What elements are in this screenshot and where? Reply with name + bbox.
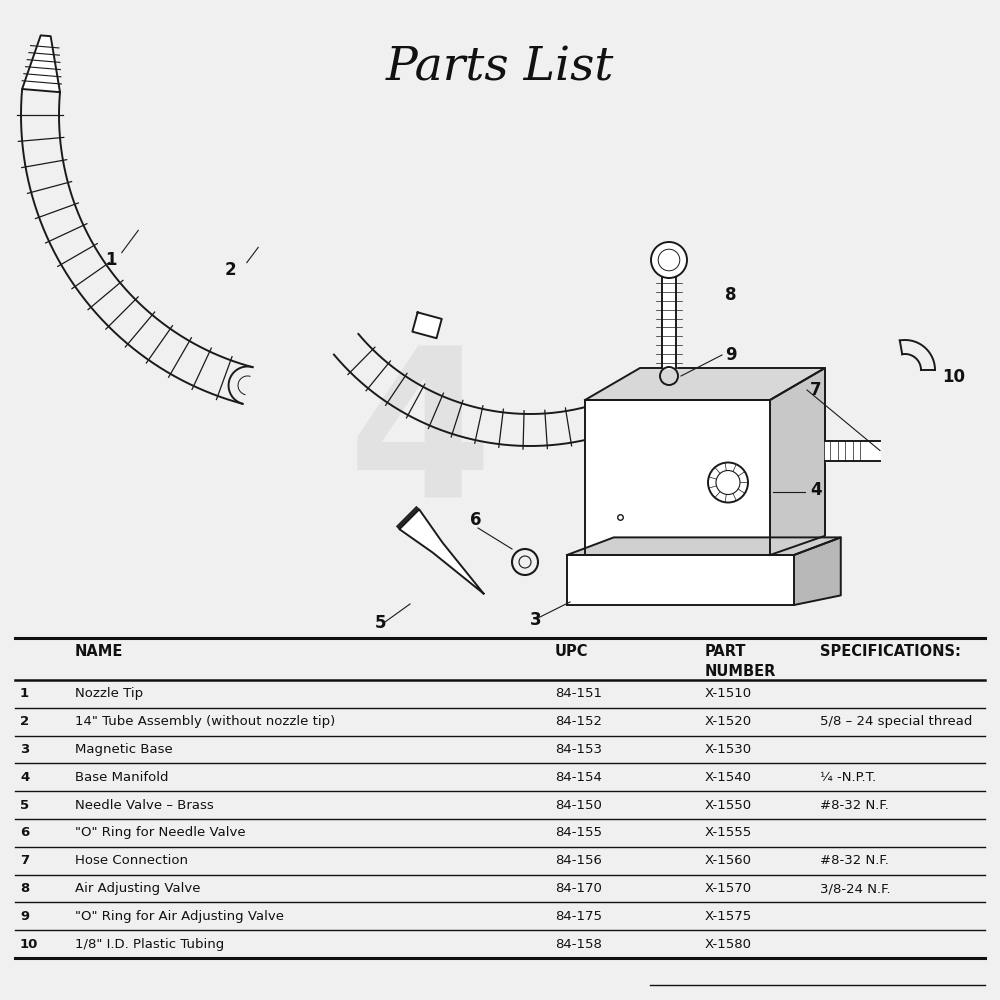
Text: 4: 4 <box>810 481 822 499</box>
Text: 4: 4 <box>348 339 492 541</box>
Text: 84-175: 84-175 <box>555 910 602 923</box>
Text: X-1555: X-1555 <box>705 826 752 839</box>
Text: 10: 10 <box>20 938 38 951</box>
Text: 5: 5 <box>20 799 29 812</box>
Text: 1: 1 <box>20 687 29 700</box>
Text: 84-153: 84-153 <box>555 743 602 756</box>
Polygon shape <box>399 509 484 594</box>
Text: Parts List: Parts List <box>386 45 614 90</box>
Text: "O" Ring for Needle Valve: "O" Ring for Needle Valve <box>75 826 246 839</box>
Text: 5/8 – 24 special thread: 5/8 – 24 special thread <box>820 715 972 728</box>
Text: X-1550: X-1550 <box>705 799 752 812</box>
Text: #8-32 N.F.: #8-32 N.F. <box>820 854 889 867</box>
Polygon shape <box>585 368 825 400</box>
Polygon shape <box>662 278 676 368</box>
Polygon shape <box>567 537 841 555</box>
Text: 8: 8 <box>725 286 736 304</box>
Text: X-1540: X-1540 <box>705 771 752 784</box>
Text: X-1510: X-1510 <box>705 687 752 700</box>
Polygon shape <box>585 400 770 555</box>
Text: Needle Valve – Brass: Needle Valve – Brass <box>75 799 214 812</box>
Text: 14" Tube Assembly (without nozzle tip): 14" Tube Assembly (without nozzle tip) <box>75 715 335 728</box>
Text: 3/8-24 N.F.: 3/8-24 N.F. <box>820 882 891 895</box>
Polygon shape <box>22 35 60 92</box>
Text: X-1580: X-1580 <box>705 938 752 951</box>
Text: "O" Ring for Air Adjusting Valve: "O" Ring for Air Adjusting Valve <box>75 910 284 923</box>
Text: X-1530: X-1530 <box>705 743 752 756</box>
Text: X-1520: X-1520 <box>705 715 752 728</box>
Text: 4: 4 <box>20 771 29 784</box>
Polygon shape <box>794 537 841 605</box>
Text: 6: 6 <box>470 511 482 529</box>
Text: 84-152: 84-152 <box>555 715 602 728</box>
Text: 84-151: 84-151 <box>555 687 602 700</box>
Polygon shape <box>412 312 442 338</box>
Text: 8: 8 <box>20 882 29 895</box>
Text: 7: 7 <box>20 854 29 867</box>
Text: SPECIFICATIONS:: SPECIFICATIONS: <box>820 644 961 659</box>
Text: Air Adjusting Valve: Air Adjusting Valve <box>75 882 200 895</box>
Text: X-1560: X-1560 <box>705 854 752 867</box>
Text: 3: 3 <box>20 743 29 756</box>
Text: X-1575: X-1575 <box>705 910 752 923</box>
Polygon shape <box>770 368 825 555</box>
Text: 6: 6 <box>20 826 29 839</box>
Text: X-1570: X-1570 <box>705 882 752 895</box>
Text: 1: 1 <box>105 251 116 269</box>
Text: Base Manifold: Base Manifold <box>75 771 168 784</box>
Text: UPC: UPC <box>555 644 588 659</box>
Polygon shape <box>409 519 480 590</box>
Text: 2: 2 <box>225 261 237 279</box>
Text: 84-158: 84-158 <box>555 938 602 951</box>
Text: 2: 2 <box>20 715 29 728</box>
Text: 10: 10 <box>942 368 965 386</box>
Text: NUMBER: NUMBER <box>705 664 776 679</box>
Circle shape <box>651 242 687 278</box>
Text: PART: PART <box>705 644 746 659</box>
Text: Hose Connection: Hose Connection <box>75 854 188 867</box>
Text: 84-170: 84-170 <box>555 882 602 895</box>
Text: 9: 9 <box>725 346 737 364</box>
Text: 9: 9 <box>20 910 29 923</box>
Text: #8-32 N.F.: #8-32 N.F. <box>820 799 889 812</box>
Text: Magnetic Base: Magnetic Base <box>75 743 173 756</box>
Polygon shape <box>825 441 880 461</box>
Text: 84-156: 84-156 <box>555 854 602 867</box>
Text: Nozzle Tip: Nozzle Tip <box>75 687 143 700</box>
Text: NAME: NAME <box>75 644 123 659</box>
Text: 7: 7 <box>810 381 822 399</box>
Text: 5: 5 <box>375 614 386 632</box>
Polygon shape <box>567 555 794 605</box>
Text: 84-155: 84-155 <box>555 826 602 839</box>
Text: 84-154: 84-154 <box>555 771 602 784</box>
Text: ¼ -N.P.T.: ¼ -N.P.T. <box>820 771 876 784</box>
Text: 3: 3 <box>530 611 542 629</box>
Text: 84-150: 84-150 <box>555 799 602 812</box>
Text: 1/8" I.D. Plastic Tubing: 1/8" I.D. Plastic Tubing <box>75 938 224 951</box>
